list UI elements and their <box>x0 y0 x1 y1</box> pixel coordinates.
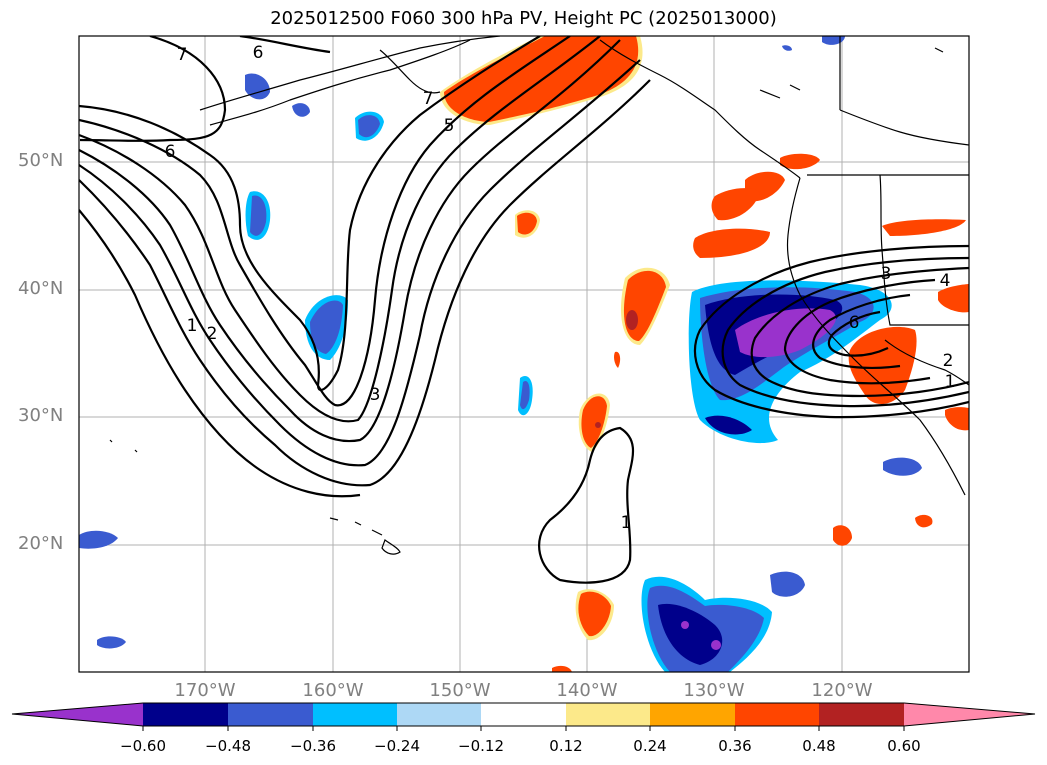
contour-label: 1 <box>621 513 632 533</box>
colorbar-bin <box>819 703 904 726</box>
lon-label: 130°W <box>683 680 745 701</box>
map-plot-area <box>79 36 969 672</box>
colorbar-tick-label: −0.12 <box>458 737 504 755</box>
colorbar-tick-label: 0.36 <box>718 737 752 755</box>
lat-label: 20°N <box>18 533 64 554</box>
colorbar-low-extension <box>12 703 143 726</box>
colorbar-bin <box>735 703 819 726</box>
colorbar-tick-label: 0.60 <box>887 737 921 755</box>
contour-label: 1 <box>187 316 198 336</box>
map-frame <box>78 35 970 673</box>
colorbar-bin <box>313 703 397 726</box>
coastlines <box>109 36 969 555</box>
colorbar-bin <box>566 703 650 726</box>
contour-label: 2 <box>943 351 954 371</box>
contour-label: 7 <box>177 45 188 65</box>
colorbar-tick-label: −0.48 <box>205 737 251 755</box>
contour-labels: 7 6 6 7 5 1 2 3 1 3 6 4 2 1 <box>165 43 956 533</box>
contour-label: 3 <box>881 264 892 284</box>
contour-label: 1 <box>945 372 956 392</box>
colorbar-high-extension <box>904 703 1035 726</box>
colorbar-tick-label: 0.48 <box>802 737 836 755</box>
contour-label: 6 <box>849 313 860 333</box>
contour-label: 2 <box>207 324 218 344</box>
colorbar <box>11 702 1036 731</box>
contour-label: 4 <box>940 271 951 291</box>
contour-label: 6 <box>165 142 176 162</box>
contour-label: 7 <box>423 89 434 109</box>
contour-label: 5 <box>444 116 455 136</box>
height-contours <box>79 36 969 584</box>
lon-label: 120°W <box>811 680 873 701</box>
colorbar-bin <box>143 703 228 726</box>
lat-label: 50°N <box>18 150 64 171</box>
colorbar-bin <box>397 703 481 726</box>
lon-label: 150°W <box>429 680 491 701</box>
map-title: 2025012500 F060 300 hPa PV, Height PC (2… <box>270 8 777 29</box>
colorbar-tick-label: −0.60 <box>120 737 166 755</box>
lon-label: 160°W <box>302 680 364 701</box>
colorbar-tick-label: −0.24 <box>374 737 420 755</box>
colorbar-bin <box>228 703 313 726</box>
colorbar-tick-label: 0.12 <box>549 737 583 755</box>
colorbar-tick-label: −0.36 <box>290 737 336 755</box>
pv-positive-anomalies <box>440 36 969 672</box>
lon-label: 170°W <box>174 680 236 701</box>
contour-label: 3 <box>370 385 381 405</box>
lon-label: 140°W <box>556 680 618 701</box>
contour-label: 6 <box>253 43 264 63</box>
lat-label: 40°N <box>18 278 64 299</box>
colorbar-tick-label: 0.24 <box>633 737 667 755</box>
colorbar-bin <box>650 703 735 726</box>
lat-label: 30°N <box>18 405 64 426</box>
colorbar-bin <box>481 703 566 726</box>
